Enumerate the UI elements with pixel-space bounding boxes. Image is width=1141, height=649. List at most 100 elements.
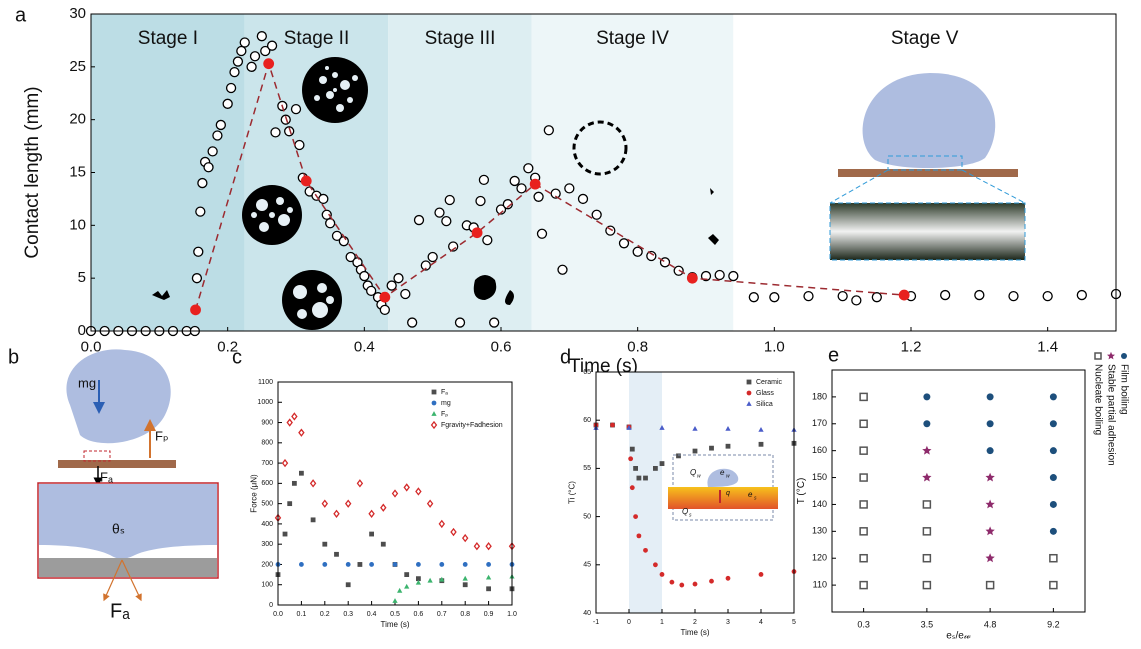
point — [420, 260, 431, 271]
decoration — [278, 214, 290, 226]
stage-label: Stage IV — [596, 28, 669, 49]
point — [859, 419, 868, 429]
decoration — [282, 270, 342, 330]
point — [1121, 353, 1127, 359]
point — [225, 82, 237, 94]
y-tick-label: 500 — [261, 500, 273, 507]
inset-label: e — [720, 468, 725, 477]
decoration — [336, 104, 344, 112]
point — [256, 31, 267, 42]
x-axis-label: Time (s) — [380, 620, 409, 629]
plot-frame — [90, 13, 1117, 332]
panel-b: b mg Fₚ Fₐ θₛ Fₐ — [8, 346, 219, 622]
point — [636, 475, 642, 481]
point — [725, 443, 731, 449]
point — [393, 273, 404, 284]
point — [461, 533, 469, 543]
decoration — [829, 169, 889, 204]
x-tick-label: 0.1 — [297, 611, 307, 618]
point — [748, 292, 759, 303]
legend-label: Glass — [756, 390, 774, 397]
y-tick-label: 120 — [812, 553, 827, 563]
decoration — [152, 290, 170, 300]
inset-heat — [668, 487, 778, 509]
liquid — [39, 484, 217, 559]
point — [415, 487, 422, 496]
x-tick-label: 2 — [693, 619, 697, 626]
y-tick-label: 400 — [261, 521, 273, 528]
inset-label: q — [726, 490, 730, 497]
y-axis-label: T (°C) — [796, 478, 807, 505]
decoration — [317, 283, 327, 293]
point — [191, 273, 203, 284]
point — [859, 473, 868, 482]
inset-label: Q — [682, 507, 688, 516]
point — [646, 250, 657, 262]
legend-label: Silica — [756, 401, 773, 408]
point — [359, 270, 370, 282]
decoration — [319, 76, 327, 84]
point — [985, 526, 995, 536]
x-tick-label: 0.5 — [390, 611, 400, 618]
legend-label: Stable partial adhesion — [1105, 364, 1116, 466]
x-tick-label: 5 — [792, 619, 796, 626]
point — [291, 412, 298, 421]
point — [195, 206, 206, 217]
point — [837, 290, 848, 302]
point — [758, 572, 764, 577]
x-axis-label: Time (s) — [569, 356, 638, 377]
y-tick-label: 30 — [69, 5, 86, 22]
force-label: Fₚ — [155, 428, 169, 443]
y-tick-label: 20 — [69, 111, 86, 128]
decoration — [314, 95, 320, 101]
point — [1008, 290, 1019, 302]
x-tick-label: 0.0 — [81, 338, 102, 355]
y-tick-label: 900 — [261, 419, 273, 426]
point — [403, 483, 410, 492]
point — [439, 562, 445, 567]
inset-label: Q — [690, 468, 696, 477]
legend-label: Fgravity+Fadhesion — [441, 422, 503, 429]
point — [357, 562, 363, 567]
point — [345, 251, 356, 263]
zoom-box — [83, 450, 111, 462]
point — [1076, 289, 1087, 301]
point — [450, 527, 457, 537]
point — [369, 562, 374, 567]
point — [859, 446, 868, 455]
point — [239, 37, 250, 48]
y-tick-label: 40 — [583, 610, 591, 617]
point — [322, 562, 328, 567]
point — [309, 479, 317, 488]
point — [462, 575, 468, 581]
point — [299, 470, 304, 476]
point — [692, 581, 698, 587]
decoration — [326, 91, 334, 99]
point — [922, 580, 932, 590]
y-tick-label: 130 — [812, 526, 827, 536]
point — [769, 292, 780, 303]
point — [334, 551, 339, 557]
point — [416, 576, 421, 582]
panel-label: c — [232, 346, 242, 368]
stage-region — [91, 14, 245, 331]
point — [441, 215, 452, 227]
x-tick-label: 0.2 — [320, 611, 330, 618]
point — [922, 472, 932, 482]
panel-label: d — [560, 346, 571, 368]
point — [246, 61, 257, 72]
point — [643, 475, 648, 481]
point — [318, 193, 329, 205]
y-tick-label: 200 — [261, 561, 273, 568]
x-tick-label: 0.3 — [343, 611, 353, 618]
point — [758, 426, 764, 432]
point — [746, 401, 752, 406]
point — [633, 514, 638, 519]
point — [431, 411, 437, 416]
point — [486, 562, 491, 567]
point — [985, 580, 995, 590]
y-tick-label: 100 — [261, 582, 273, 589]
legend-label: Nucleate boiling — [1092, 364, 1103, 435]
x-tick-label: 0.2 — [217, 338, 238, 355]
point — [626, 425, 632, 430]
